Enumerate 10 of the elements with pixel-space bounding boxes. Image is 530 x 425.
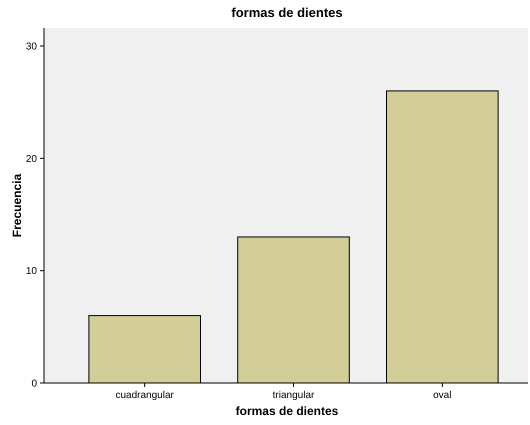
x-tick-label: oval xyxy=(433,390,452,401)
chart-title: formas de dientes xyxy=(231,5,343,20)
x-axis-title: formas de dientes xyxy=(236,404,339,418)
x-tick-label: triangular xyxy=(272,390,316,401)
y-tick-label: 0 xyxy=(31,378,38,390)
y-tick-label: 20 xyxy=(26,154,38,165)
x-tick-label: cuadrangular xyxy=(116,390,175,401)
y-axis-title: Frecuencia xyxy=(10,174,24,238)
y-tick-label: 30 xyxy=(26,41,38,52)
y-tick-label: 10 xyxy=(26,266,38,278)
